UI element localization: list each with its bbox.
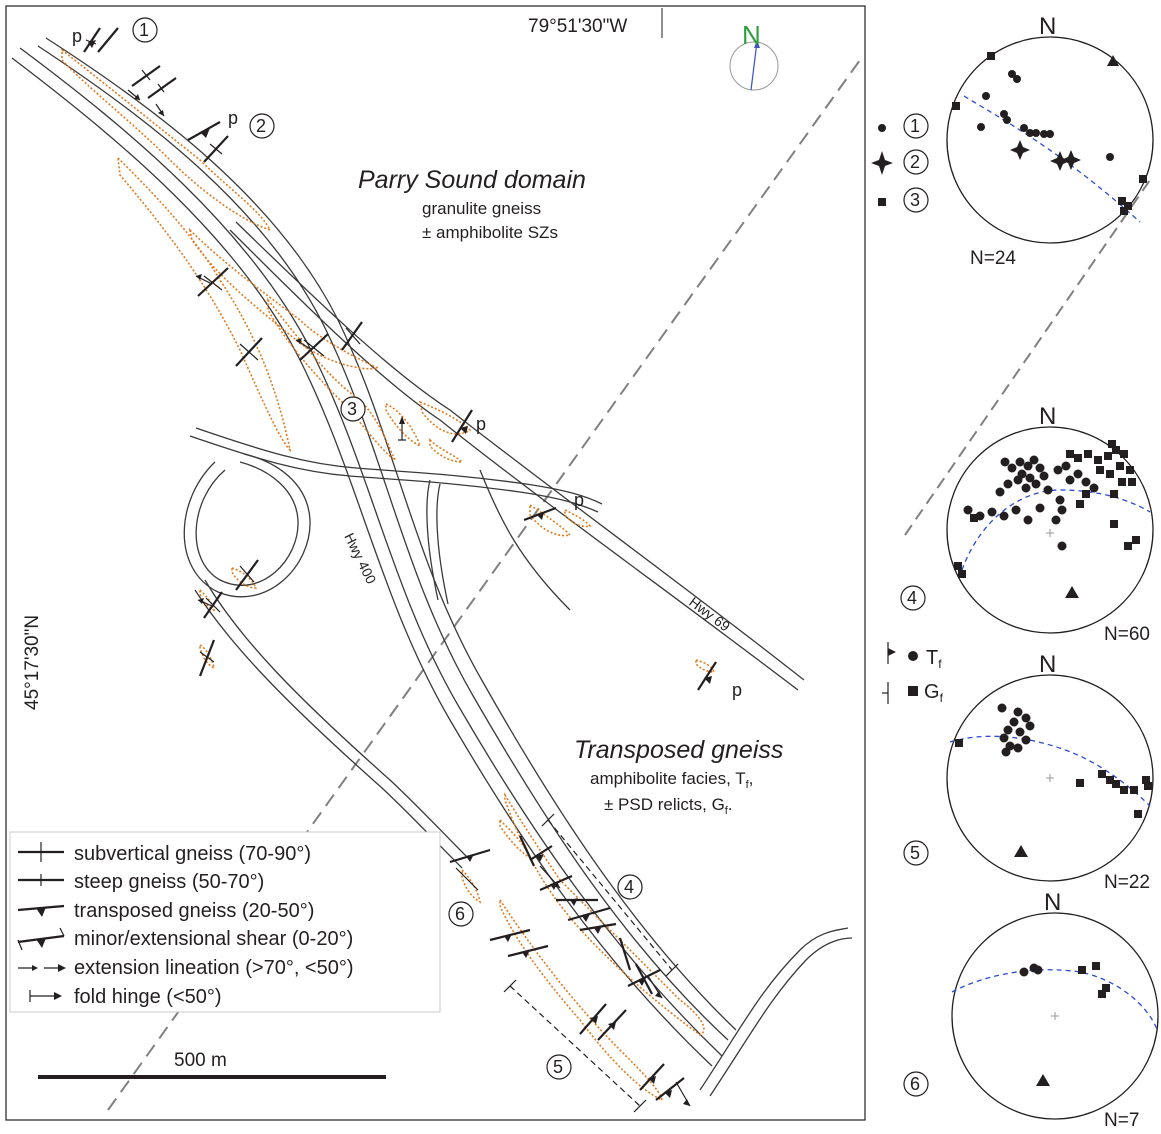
site-2-label: 2 (256, 116, 266, 136)
net4-count: N=7 (1104, 1110, 1139, 1129)
net1-points (952, 52, 1147, 215)
domain-boundary-line (107, 59, 861, 1111)
net1-north: N (1039, 13, 1056, 40)
p-label-2: p (228, 108, 238, 128)
net1-key: 1 2 3 (871, 113, 929, 213)
structural-symbols (83, 27, 717, 1113)
site-6-label: 6 (455, 904, 465, 924)
net2-count: N=60 (1104, 624, 1150, 645)
scale-label: 500 m (174, 1050, 227, 1071)
net1-key-2: 2 (910, 152, 920, 172)
net3-points (955, 703, 1152, 857)
transposed-title: Transposed gneiss (574, 736, 783, 764)
net2-north: N (1039, 403, 1056, 430)
net2-site-label: 4 (907, 588, 917, 608)
scale-bar: 500 m (38, 1050, 386, 1079)
net3-north: N (1039, 651, 1056, 678)
legend-item-2: steep gneiss (50-70°) (74, 871, 264, 893)
p-label-3: p (476, 414, 486, 434)
domain-subtitle-1: granulite gneiss (422, 199, 541, 218)
legend-item-5: extension lineation (>70°, <50°) (74, 957, 354, 979)
stereonet-boundary-line (904, 179, 1151, 536)
p-label-1: p (72, 26, 82, 46)
domain-subtitle-2: ± amphibolite SZs (422, 223, 558, 242)
gf-label: Gf (924, 681, 944, 705)
site-markers: 1 2 3 4 5 6 (132, 17, 643, 1080)
net1-key-1: 1 (910, 116, 920, 136)
legend-item-4: minor/extensional shear (0-20°) (74, 928, 353, 950)
stereonet-1: N N=24 (946, 13, 1154, 269)
transposed-subtitle-2: ± PSD relicts, Gf. (604, 795, 733, 817)
stereonet-3: N N=22 5 (903, 651, 1154, 893)
net4-points (1019, 962, 1110, 1086)
north-arrow: N (729, 20, 779, 91)
net4-north: N (1044, 889, 1061, 916)
site-3-label: 3 (347, 399, 357, 419)
domain-title: Parry Sound domain (358, 166, 586, 194)
net1-key-3: 3 (910, 190, 920, 210)
net4-site-label: 6 (910, 1074, 920, 1094)
legend-item-3: transposed gneiss (20-50°) (74, 900, 314, 922)
latitude-label: 45°17'30"N (22, 615, 43, 710)
stereonet-4: N N=7 6 (903, 889, 1159, 1131)
north-arrow-label: N (742, 20, 761, 50)
p-label-4: p (574, 490, 584, 510)
p-label-5: p (732, 680, 742, 700)
site-4-label: 4 (624, 877, 634, 897)
legend-item-6: fold hinge (<50°) (74, 986, 222, 1008)
stereonet-2: N (900, 403, 1154, 645)
legend: subvertical gneiss (70-90°) steep gneiss… (9, 831, 441, 1013)
outcrops (61, 48, 716, 1102)
net3-count: N=22 (1104, 872, 1150, 893)
net2-points (954, 440, 1140, 598)
net1-count: N=24 (970, 248, 1016, 269)
legend-item-1: subvertical gneiss (70-90°) (74, 843, 311, 865)
net3-site-label: 5 (910, 843, 920, 863)
tf-label: Tf (926, 647, 942, 671)
transposed-subtitle-1: amphibolite facies, Tf, (590, 769, 753, 791)
stereonet-panel: N N=24 1 2 (871, 13, 1159, 1131)
site-1-label: 1 (139, 20, 149, 40)
site-5-label: 5 (553, 1057, 563, 1077)
tf-gf-key: Tf Gf (882, 642, 944, 705)
longitude-label: 79°51'30"W (528, 16, 627, 37)
map-panel: p p p p p 1 2 3 4 5 6 79°51'30"W 45°17'3… (5, 5, 866, 1121)
